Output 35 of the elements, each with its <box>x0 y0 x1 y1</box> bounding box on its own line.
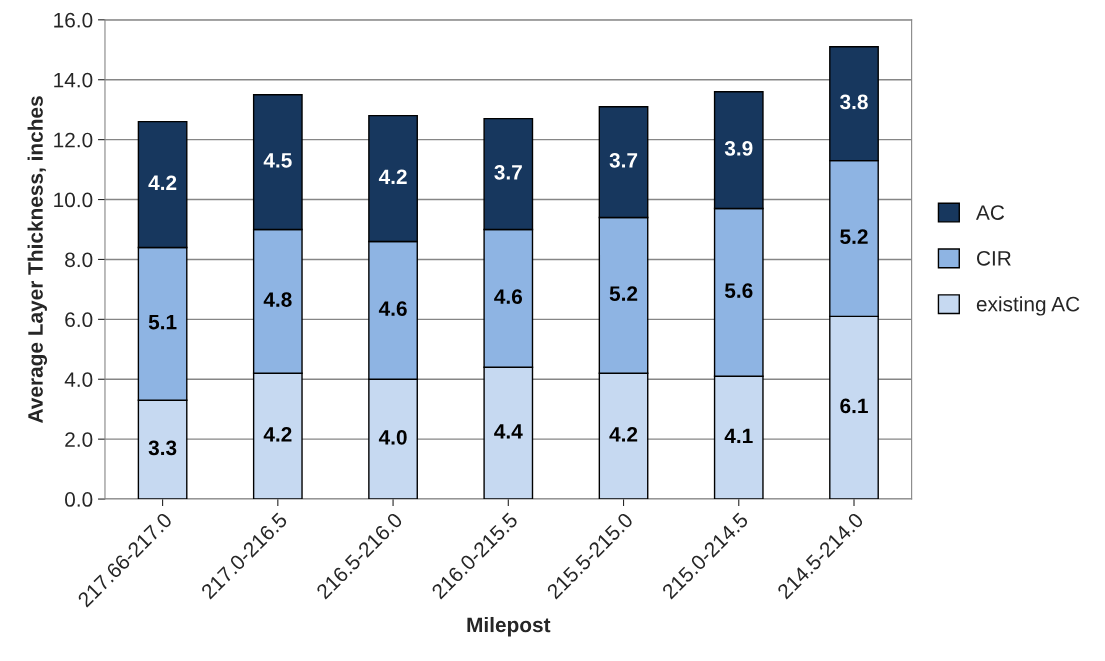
y-tick-label: 16.0 <box>54 12 93 28</box>
data-label: 3.7 <box>494 164 522 180</box>
data-label: 3.7 <box>609 152 638 168</box>
data-label: 4.6 <box>378 301 407 316</box>
data-label: 5.6 <box>724 283 753 298</box>
data-label: 5.2 <box>840 229 868 245</box>
y-tick-label: 14.0 <box>54 72 93 88</box>
y-axis-title: Average Layer Thickness, inches <box>27 96 48 423</box>
data-label: 4.2 <box>263 427 292 442</box>
data-label: 3.3 <box>148 440 177 456</box>
data-label: 4.5 <box>263 153 292 168</box>
data-label: 4.0 <box>378 429 407 445</box>
data-label: 4.8 <box>263 292 292 307</box>
y-tick-label: 2.0 <box>65 432 93 447</box>
data-label: 3.8 <box>840 94 868 110</box>
y-tick-label: 0.0 <box>65 492 93 507</box>
data-label: 4.4 <box>494 424 523 439</box>
data-label: 4.6 <box>494 289 523 304</box>
data-label: 4.2 <box>148 175 177 190</box>
y-tick-label: 12.0 <box>54 132 93 148</box>
data-label: 6.1 <box>840 398 868 414</box>
data-label: 5.1 <box>148 314 177 330</box>
y-tick-label: 8.0 <box>65 252 93 268</box>
y-tick-label: 6.0 <box>65 312 93 328</box>
data-label: 4.2 <box>609 427 638 442</box>
y-tick-label: 4.0 <box>64 372 93 387</box>
data-label: 4.1 <box>724 428 753 444</box>
legend-label: existing AC <box>976 296 1080 316</box>
legend-label: CIR <box>977 250 1011 266</box>
y-tick-label: 10.0 <box>54 192 93 208</box>
x-axis-title: Milepost <box>467 616 551 637</box>
data-label: 5.2 <box>609 286 638 301</box>
data-label: 4.2 <box>378 169 407 184</box>
data-label: 3.9 <box>724 140 753 156</box>
legend-label: AC <box>975 205 1005 220</box>
